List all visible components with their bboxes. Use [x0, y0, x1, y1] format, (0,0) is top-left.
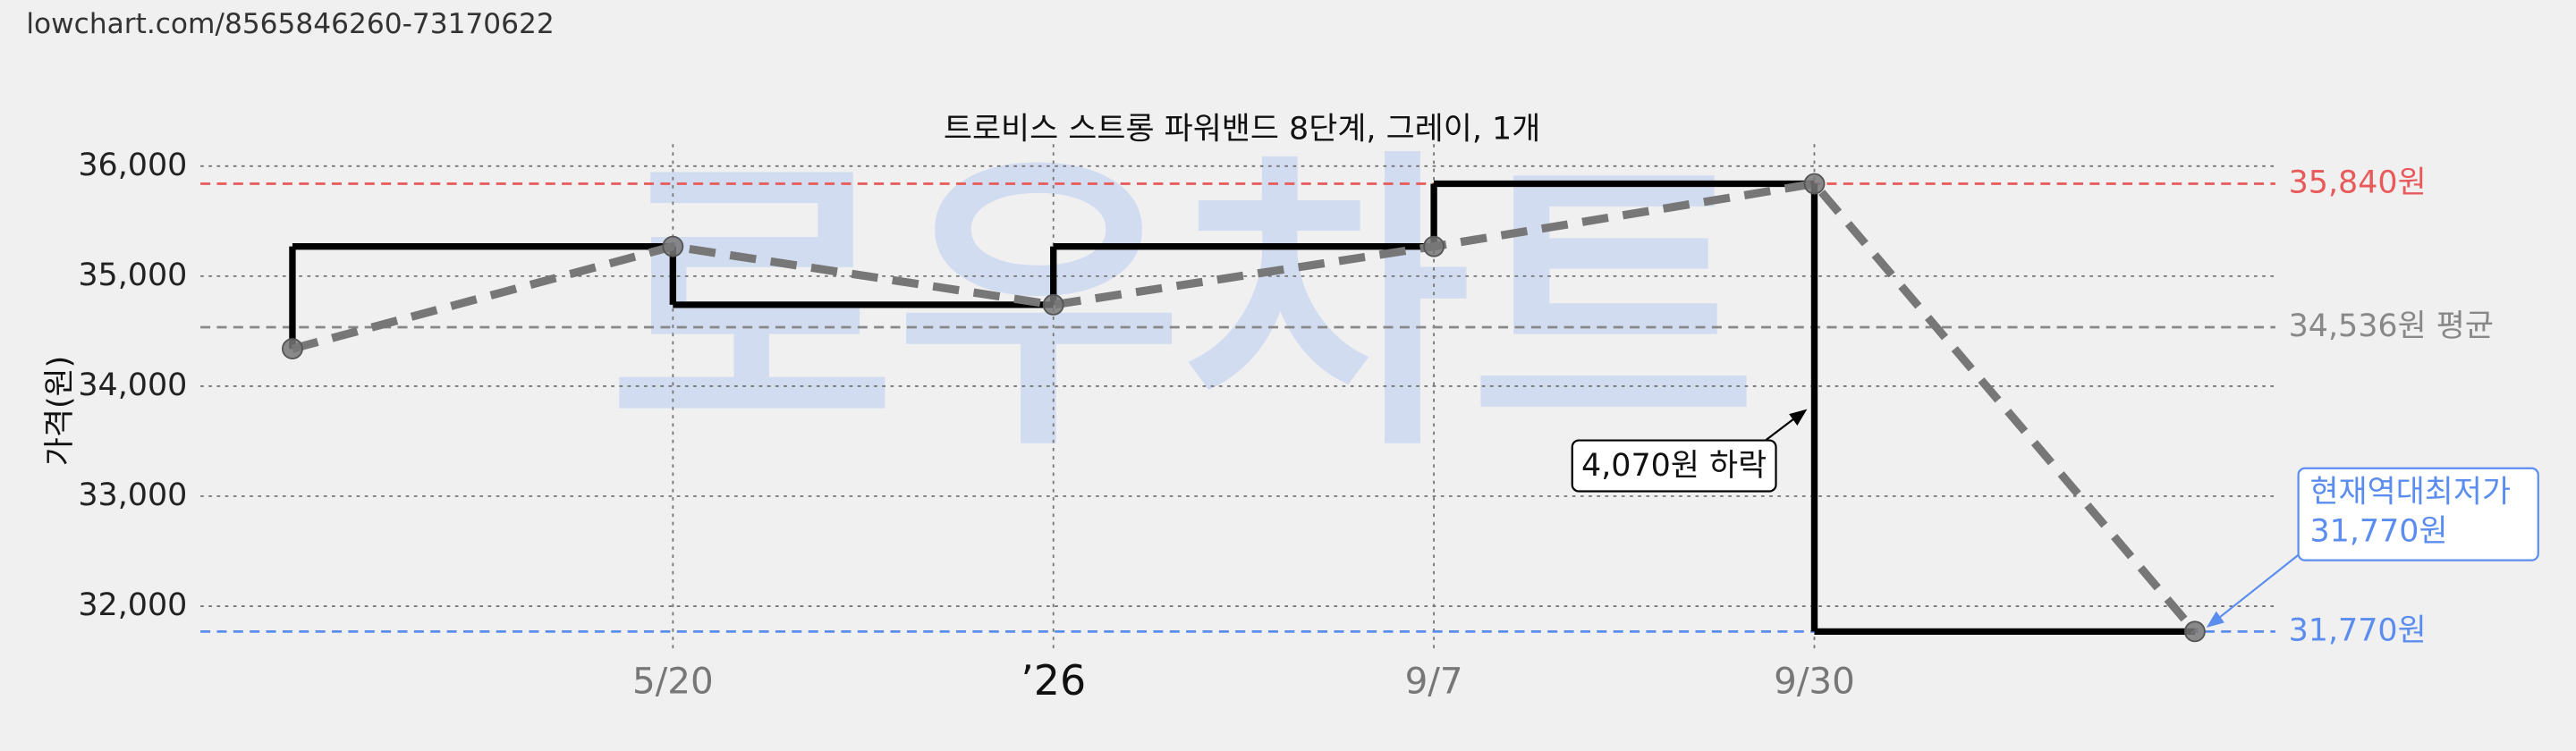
- arrow-head: [2206, 611, 2224, 628]
- arrow-head: [1789, 409, 1808, 426]
- x-tick-label: ’26: [1021, 656, 1086, 705]
- annotation-box: [2297, 467, 2539, 561]
- y-tick-label: 36,000: [78, 148, 187, 183]
- y-tick-label: 33,000: [78, 477, 187, 513]
- y-axis-label: 가격(원): [42, 356, 78, 466]
- y-tick-label: 34,000: [78, 367, 187, 403]
- y-tick-label: 35,000: [78, 257, 187, 293]
- annotation-text: 현재역대최저가: [2309, 474, 2511, 510]
- point: [2183, 620, 2206, 643]
- annotation-text: 31,770원: [2309, 513, 2447, 549]
- annotation-box: [1571, 439, 1777, 493]
- reference-label: 31,770원: [2289, 612, 2427, 648]
- url: lowchart.com/8565846260-73170622: [26, 8, 554, 40]
- point: [1423, 235, 1445, 257]
- trend-line: [291, 179, 2199, 635]
- y-tick-label: 32,000: [78, 587, 187, 623]
- x-tick-label: 9/7: [1405, 659, 1463, 702]
- x-tick-label: 5/20: [632, 659, 714, 702]
- reference-label: 34,536원 평균: [2289, 308, 2494, 344]
- annotation-arrow: [2212, 553, 2301, 624]
- chart-title: 트로비스 스트롱 파워밴드 8단계, 그레이, 1개: [944, 111, 1540, 147]
- point: [1803, 173, 1826, 195]
- point: [1042, 293, 1064, 316]
- x-tick-label: 9/30: [1774, 659, 1855, 702]
- point: [282, 338, 303, 360]
- annotation-text: 4,070원 하락: [1581, 448, 1767, 484]
- point: [662, 235, 684, 257]
- reference-label: 35,840원: [2289, 165, 2427, 201]
